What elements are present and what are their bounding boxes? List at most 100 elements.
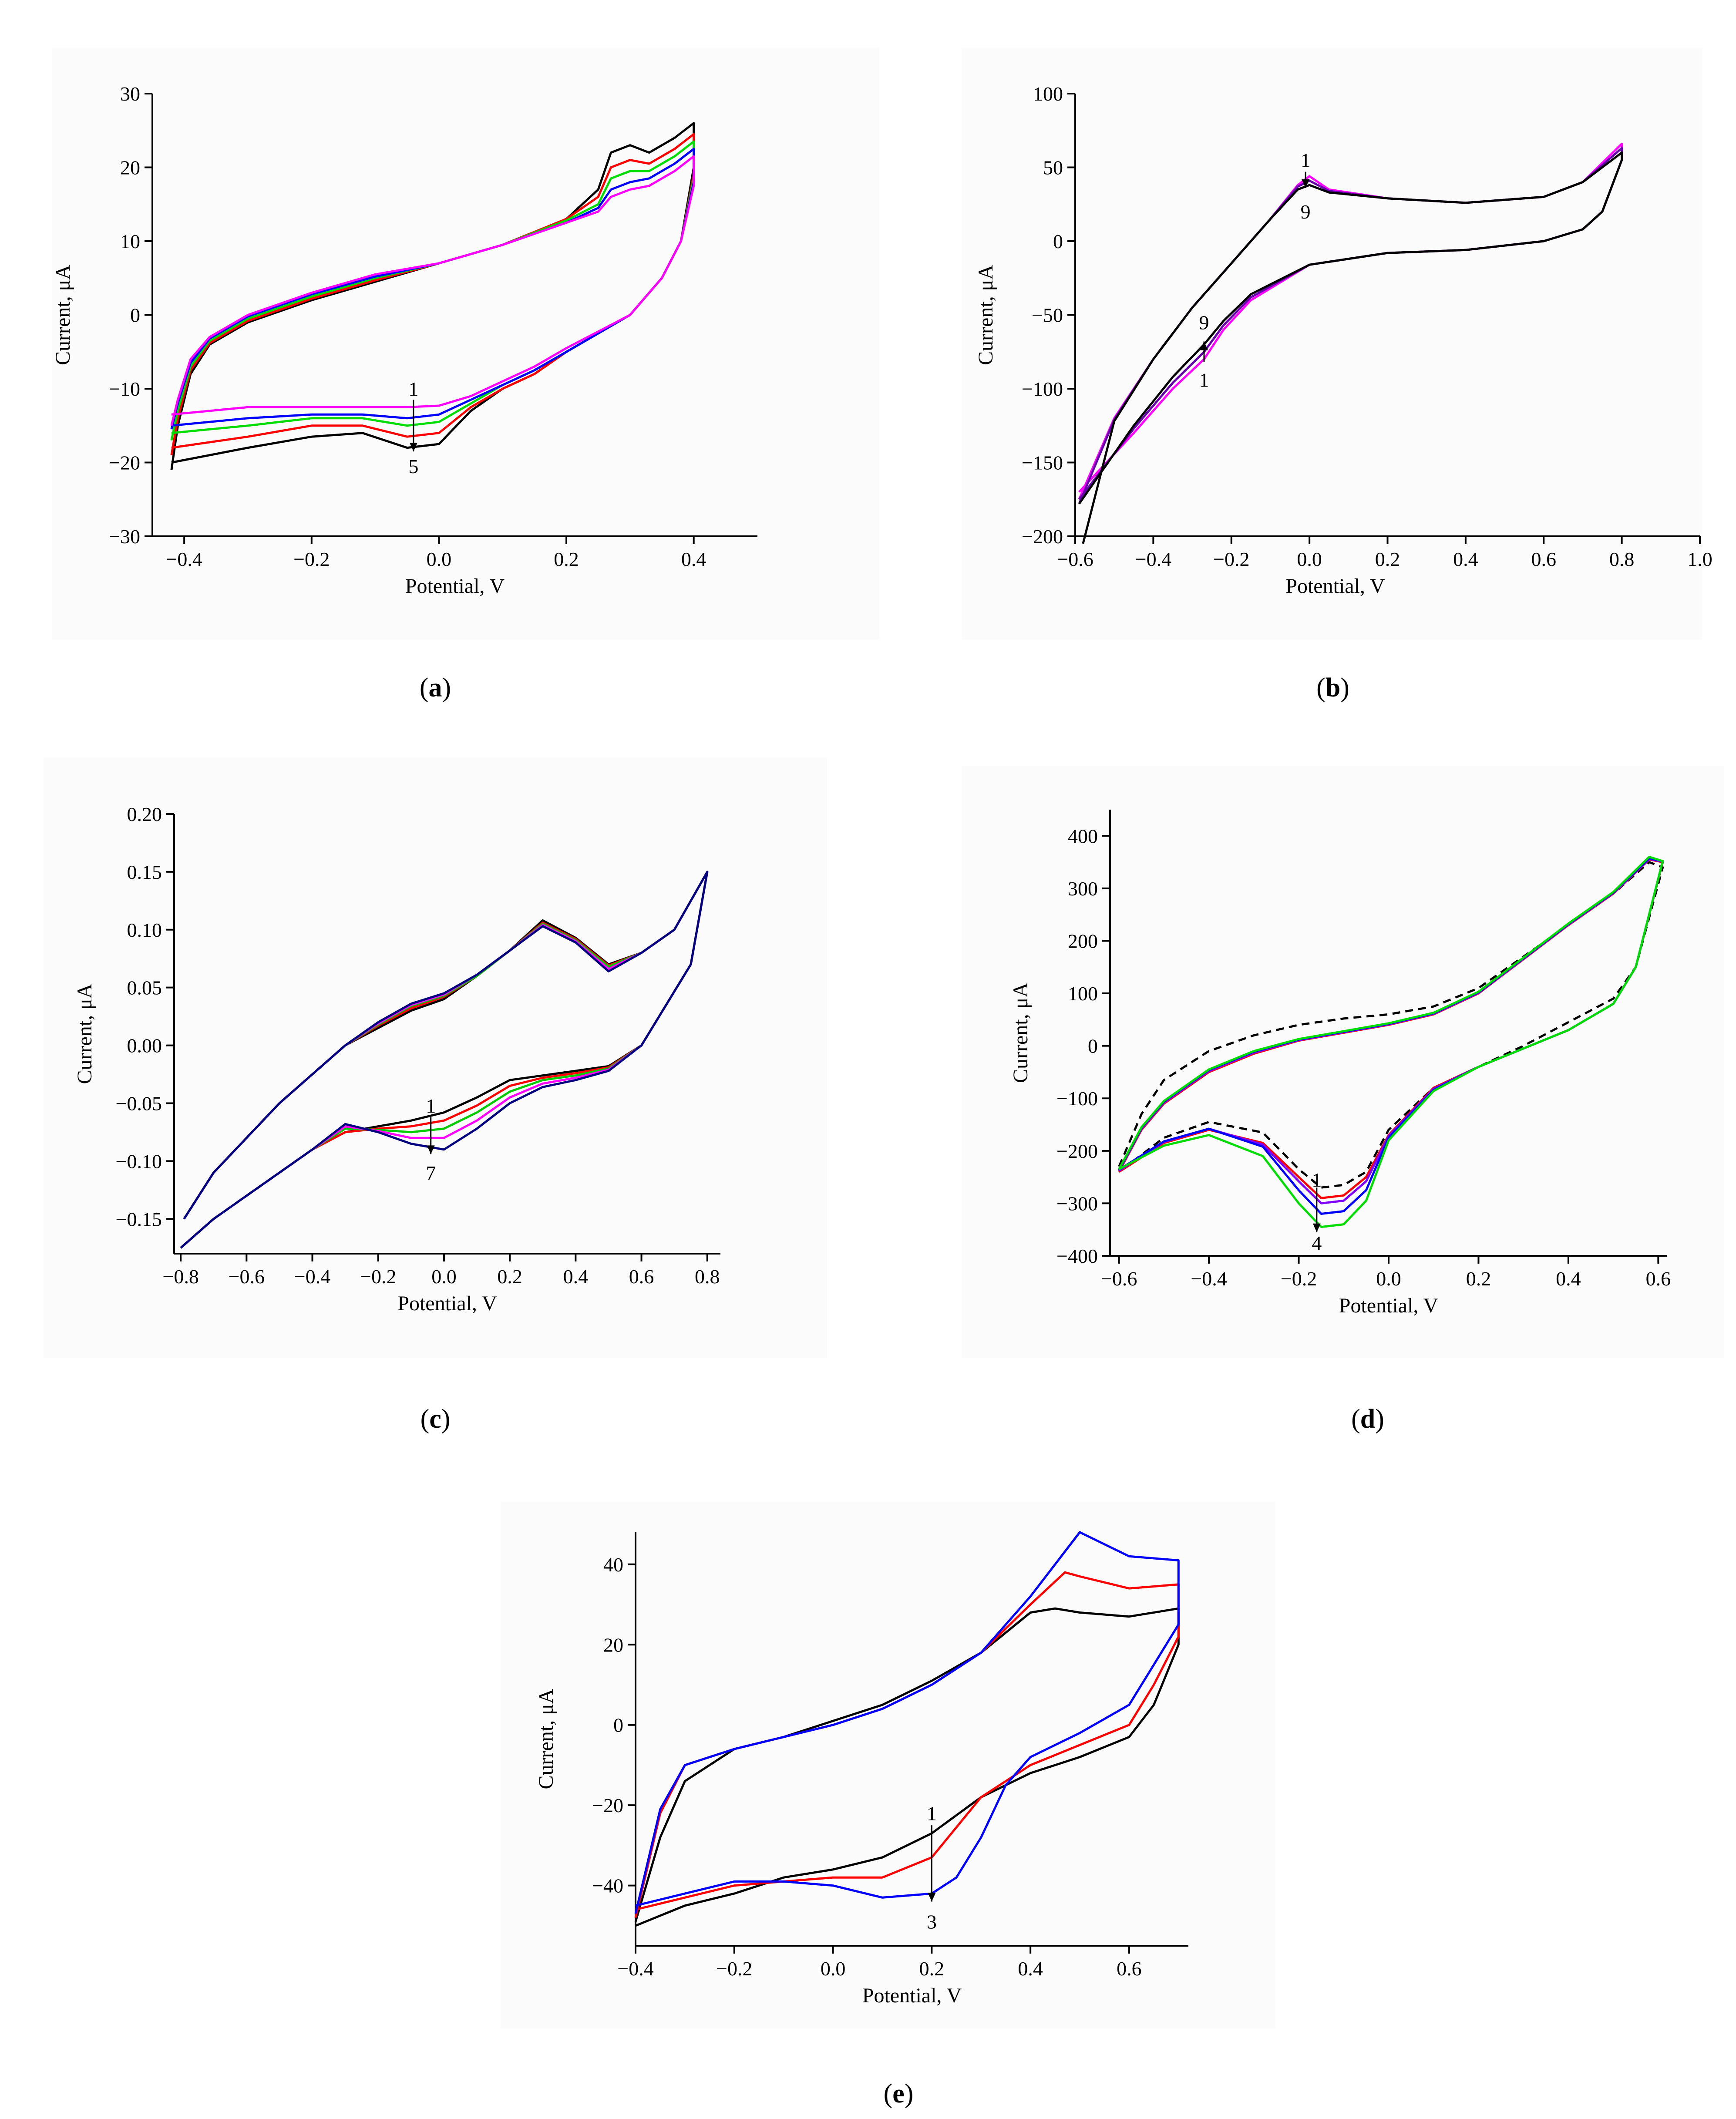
y-tick-label: 0.10 (127, 919, 162, 941)
curve-number-label: 5 (408, 455, 418, 478)
x-tick-label: −0.8 (162, 1265, 198, 1288)
y-axis-title: Current, μA (974, 265, 997, 365)
caption-a-letter: a (429, 673, 442, 703)
caption-b-letter: b (1326, 673, 1340, 703)
x-tick-label: −0.6 (229, 1265, 265, 1288)
x-tick-label: 0.4 (1453, 548, 1478, 570)
y-tick-label: −30 (109, 525, 140, 548)
x-tick-label: −0.4 (294, 1265, 330, 1288)
x-axis-title: Potential, V (1285, 575, 1385, 598)
y-axis-title: Current, μA (51, 265, 74, 365)
x-tick-label: 0.4 (563, 1265, 589, 1288)
x-tick-label: −0.2 (293, 548, 330, 570)
y-axis-title: Current, μA (1009, 982, 1032, 1083)
caption-e: (e) (884, 2079, 914, 2109)
arrow-head (1302, 179, 1310, 188)
y-tick-label: −50 (1032, 304, 1063, 326)
y-tick-label: −10 (109, 378, 140, 400)
y-tick-label: 0.05 (127, 977, 162, 999)
x-tick-label: 0.4 (681, 548, 707, 570)
panel-e: −0.4 −0.2 0.0 0.2 0.4 0.6 −40 −20 0 20 40 Potential… (535, 1531, 1188, 2007)
x-tick-label: −0.4 (1135, 548, 1171, 570)
caption-d-letter: d (1360, 1404, 1375, 1434)
x-tick-label: −0.4 (166, 548, 202, 570)
curve-number-label: 1 (426, 1095, 436, 1117)
y-tick-label: −0.15 (116, 1208, 162, 1230)
panel-c: −0.8 −0.6 −0.4 −0.2 0.0 0.2 0.4 0.6 0.8 −0.15 −0.1… (73, 803, 720, 1315)
y-tick-label: 0 (130, 304, 140, 326)
y-tick-label: −20 (109, 452, 140, 474)
x-tick-label: 0.6 (1531, 548, 1557, 570)
x-tick-label: 1.0 (1687, 548, 1712, 570)
arrow-head (928, 1893, 936, 1902)
caption-a: (a) (420, 673, 451, 703)
curve-number-label: 9 (1199, 311, 1209, 333)
curve-number-label: 1 (927, 1803, 937, 1825)
series-line-3 (634, 1531, 1180, 1914)
x-tick-label: 0.0 (1376, 1268, 1401, 1290)
x-tick-label: −0.2 (1213, 548, 1249, 570)
curve-number-label: 7 (426, 1162, 436, 1184)
caption-c-letter: c (429, 1404, 441, 1434)
x-tick-label: 0.0 (427, 548, 452, 570)
y-tick-label: 50 (1043, 157, 1063, 179)
y-tick-label: 0.15 (127, 861, 162, 883)
x-tick-label: −0.2 (360, 1265, 396, 1288)
x-tick-label: −0.4 (1191, 1268, 1227, 1290)
x-tick-label: 0.2 (497, 1265, 522, 1288)
x-tick-label: 0.2 (1466, 1268, 1491, 1290)
y-tick-label: 0.20 (127, 803, 162, 825)
x-axis-title: Potential, V (405, 575, 505, 598)
y-axis-title: Current, μA (535, 1688, 558, 1789)
x-tick-label: 0.2 (919, 1958, 945, 1980)
arrow-head (1200, 341, 1208, 350)
series-line-9 (1078, 151, 1623, 544)
curve-number-label: 1 (1301, 149, 1311, 172)
series-line-5 (170, 155, 695, 426)
y-tick-label: −20 (592, 1794, 623, 1816)
panel-d: −0.6 −0.4 −0.2 0.0 0.2 0.4 0.6 −400 −300 −200 −100… (1009, 810, 1671, 1317)
y-axis-title: Current, μA (73, 983, 96, 1084)
caption-e-letter: e (892, 2079, 905, 2109)
y-tick-label: −40 (592, 1875, 623, 1897)
panel-b: −0.6 −0.4 −0.2 0.0 0.2 0.4 0.6 0.8 1.0 −200 −150 −1… (974, 83, 1712, 598)
y-tick-label: −150 (1022, 452, 1063, 474)
series-line-2 (170, 133, 695, 455)
x-tick-label: 0.6 (1117, 1958, 1142, 1980)
y-tick-label: −400 (1056, 1245, 1098, 1267)
curve-number-label: 1 (1199, 369, 1209, 391)
x-tick-label: 0.4 (1018, 1958, 1043, 1980)
caption-b: (b) (1316, 673, 1349, 703)
y-tick-label: −200 (1022, 525, 1063, 548)
x-axis-title: Potential, V (397, 1292, 497, 1315)
arrow-head (427, 1145, 435, 1154)
caption-d: (d) (1351, 1404, 1384, 1434)
x-tick-label: 0.8 (1609, 548, 1635, 570)
y-tick-label: −200 (1056, 1140, 1098, 1162)
curve-number-label: 4 (1312, 1232, 1322, 1254)
curve-number-label: 9 (1301, 201, 1311, 223)
curve-number-label: 1 (1312, 1169, 1322, 1191)
y-tick-label: 400 (1068, 825, 1098, 847)
y-tick-label: 0 (1053, 230, 1063, 252)
x-tick-label: −0.6 (1057, 548, 1093, 570)
y-tick-label: 0 (1088, 1035, 1098, 1057)
series-line-3 (170, 140, 695, 441)
y-tick-label: 100 (1068, 982, 1098, 1005)
x-tick-label: −0.6 (1101, 1268, 1137, 1290)
y-tick-label: −100 (1022, 378, 1063, 400)
series-line-7 (180, 871, 709, 1249)
x-tick-label: 0.6 (629, 1265, 654, 1288)
caption-c: (c) (421, 1404, 451, 1434)
y-tick-label: −0.05 (116, 1092, 162, 1114)
y-tick-label: −100 (1056, 1087, 1098, 1110)
x-tick-label: 0.0 (821, 1958, 846, 1980)
x-tick-label: 0.2 (1375, 548, 1400, 570)
x-tick-label: −0.4 (617, 1958, 653, 1980)
x-tick-label: 0.6 (1646, 1268, 1671, 1290)
y-tick-label: 40 (603, 1554, 623, 1576)
curve-number-label: 3 (927, 1911, 937, 1933)
y-tick-label: 30 (120, 83, 140, 105)
y-tick-label: 200 (1068, 930, 1098, 952)
